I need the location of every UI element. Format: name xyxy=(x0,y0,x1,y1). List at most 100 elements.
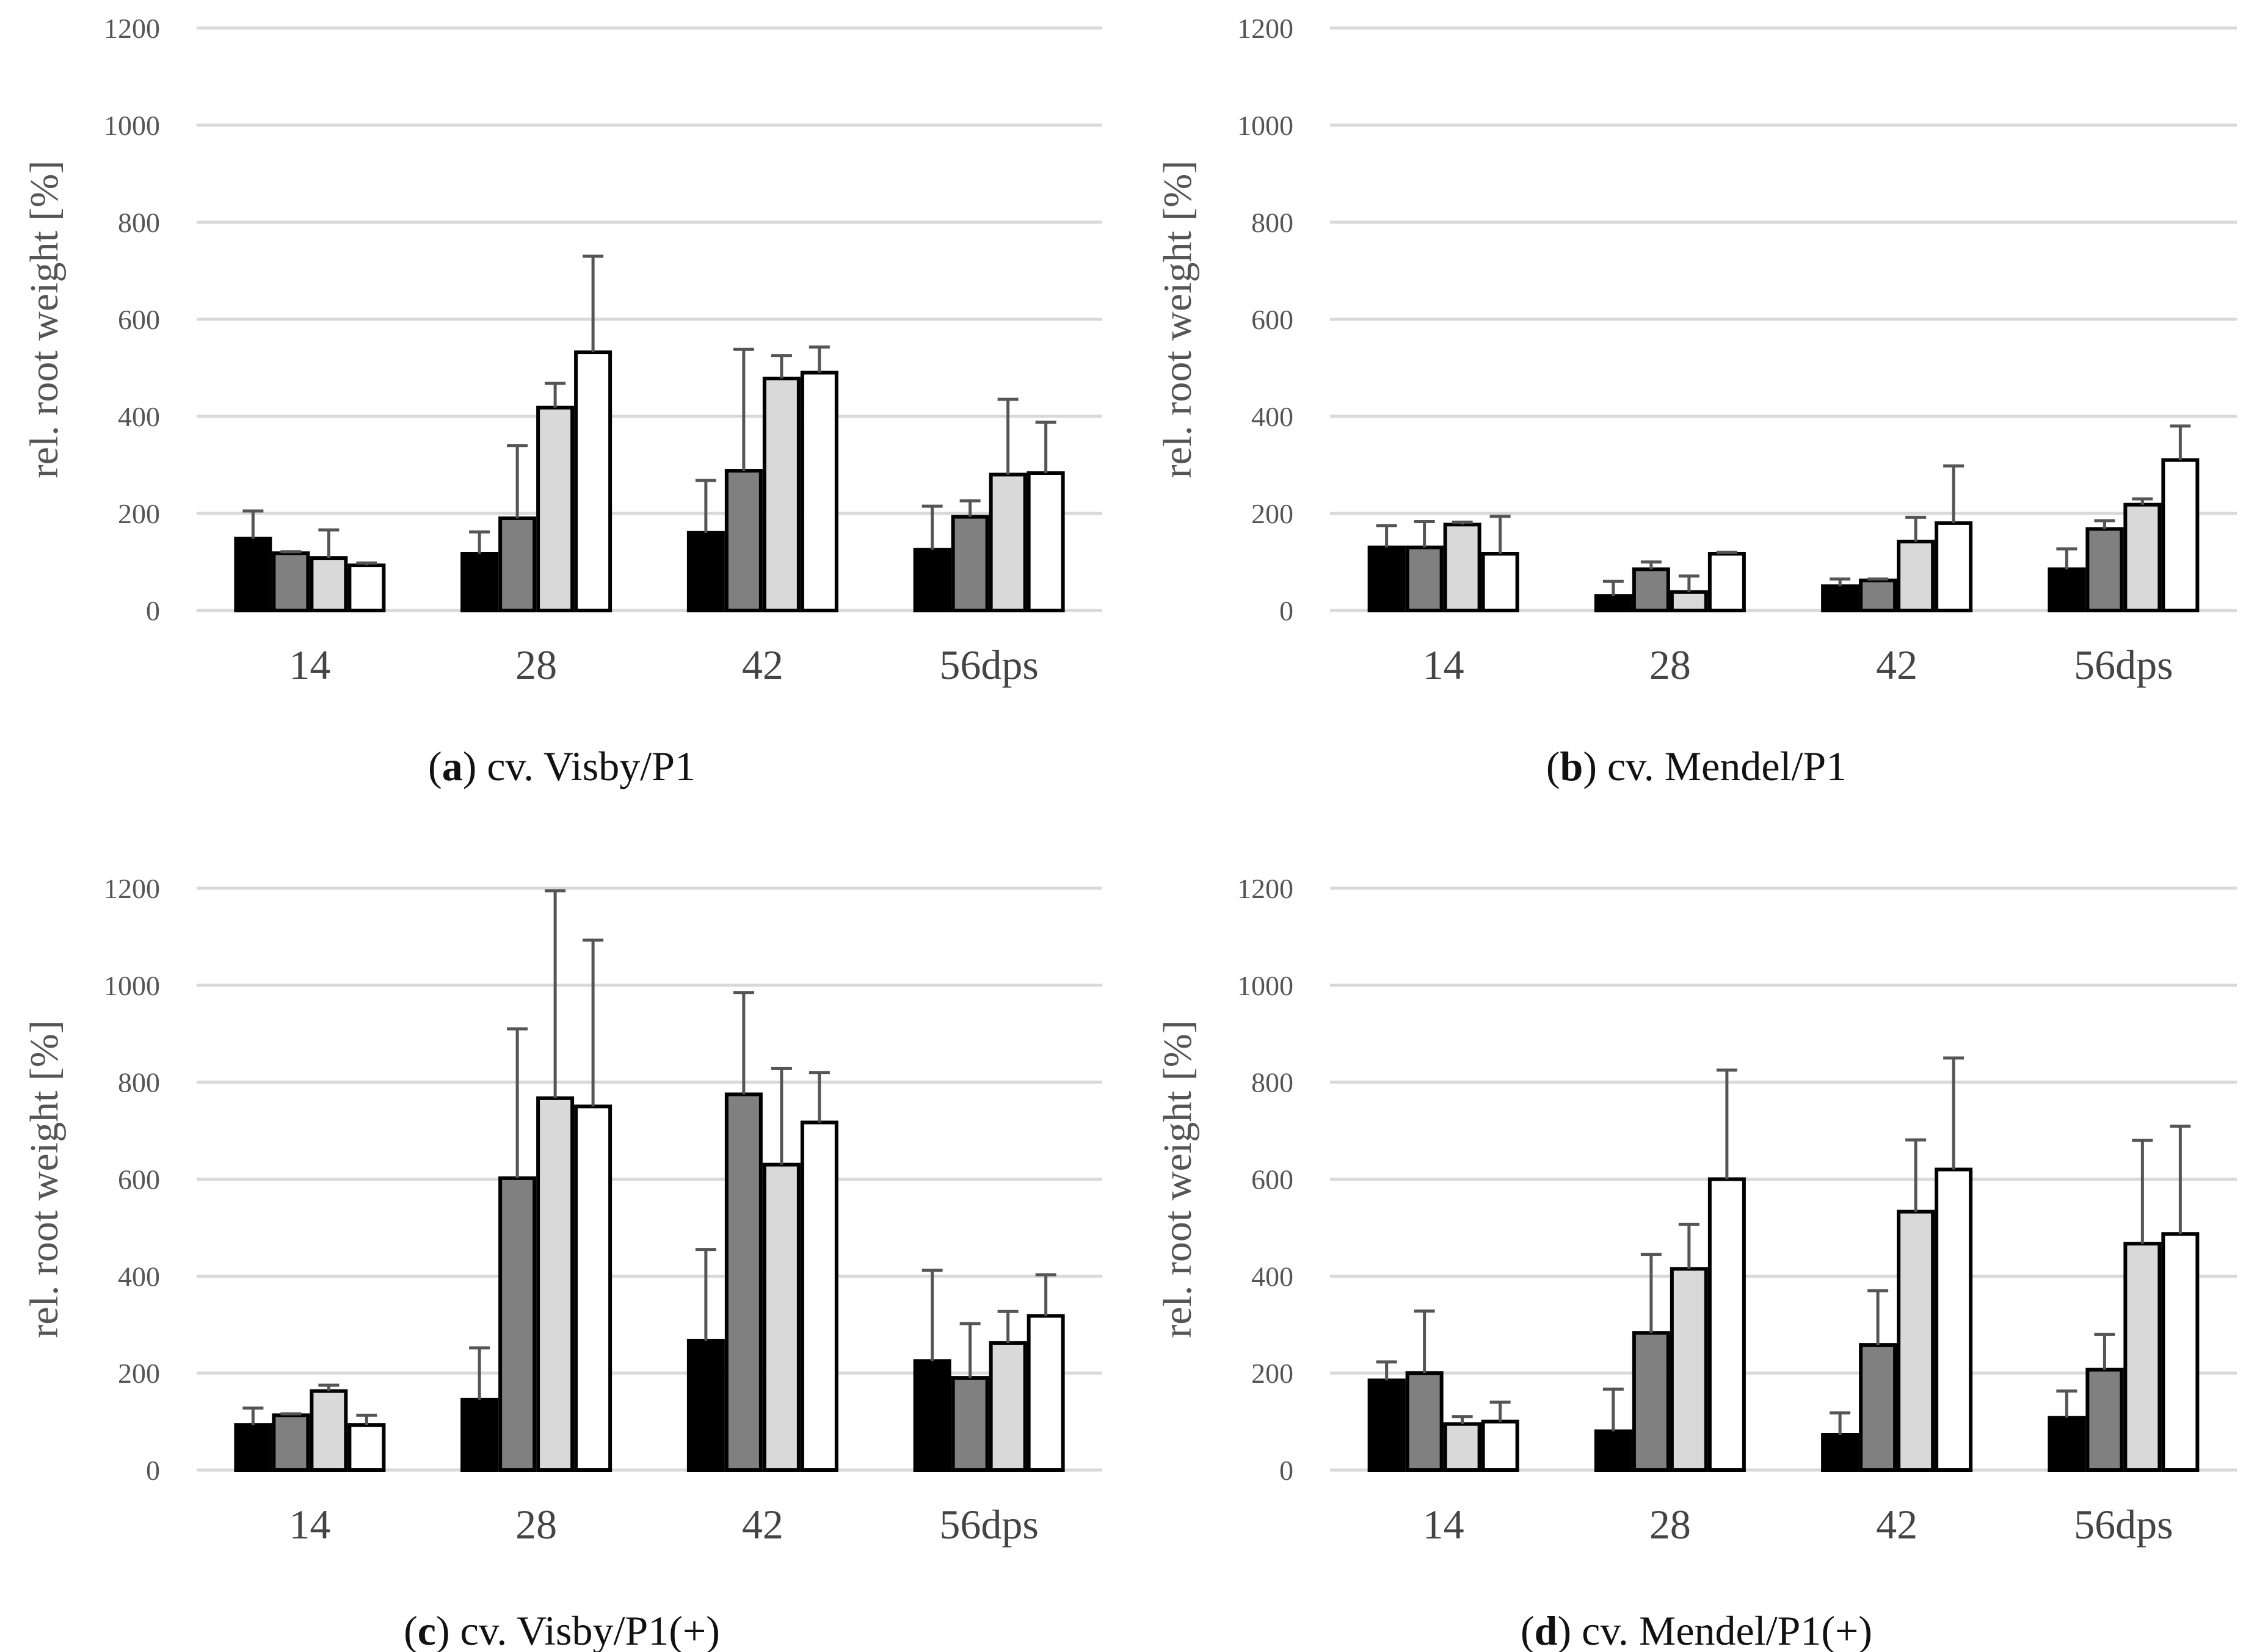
y-tick-label: 1000 xyxy=(104,110,160,141)
bar-a-cat2-s3 xyxy=(536,405,575,612)
bar-b-cat2-s3 xyxy=(1670,590,1708,612)
bar-a-cat3-s1 xyxy=(686,531,725,612)
bar-b-cat3-s2 xyxy=(1859,578,1897,613)
x-tick-label: 28 xyxy=(515,642,557,688)
y-tick-label: 600 xyxy=(1251,304,1293,335)
bar-b-cat4-s2 xyxy=(2085,527,2124,612)
chart-panel-b: 0 200 400 600 800 1000 1200 rel. root weight [%… xyxy=(1155,13,2237,789)
y-tick-label: 1000 xyxy=(1237,970,1293,1001)
x-tick-label: 56dps xyxy=(2074,642,2173,688)
bar-a-cat3-s2 xyxy=(724,469,763,612)
x-tick-label: 28 xyxy=(1649,642,1691,688)
bar-d-cat1-s2 xyxy=(1405,1371,1444,1473)
bar-b-cat3-s1 xyxy=(1821,584,1859,612)
bar-a-cat2-s4 xyxy=(574,350,612,612)
x-tick-label: 42 xyxy=(742,1501,783,1548)
y-tick-label: 1000 xyxy=(104,970,160,1001)
bar-b-cat2-s2 xyxy=(1632,567,1670,612)
bar-b-cat3-s4 xyxy=(1935,521,1973,613)
bar-b-cat2-s4 xyxy=(1707,551,1746,612)
x-tick-label: 28 xyxy=(1649,1501,1691,1548)
bar-c-cat4-s2 xyxy=(951,1376,989,1473)
y-tick-label: 800 xyxy=(1251,207,1293,238)
x-tick-label: 14 xyxy=(289,1501,330,1548)
chart-panel-c: 0 200 400 600 800 1000 1200 rel. root weight [%… xyxy=(22,873,1102,1652)
x-tick-label: 42 xyxy=(1876,1501,1917,1548)
y-tick-label: 1200 xyxy=(1237,873,1293,904)
bar-b-cat1-s2 xyxy=(1405,545,1444,613)
bar-d-cat4-s3 xyxy=(2123,1242,2162,1472)
y-tick-label: 600 xyxy=(118,304,160,335)
bar-d-cat3-s1 xyxy=(1821,1433,1859,1473)
bar-b-cat3-s3 xyxy=(1897,540,1935,612)
bar-a-cat4-s1 xyxy=(913,548,951,612)
bar-c-cat1-s4 xyxy=(347,1423,386,1473)
bar-a-cat1-s2 xyxy=(272,551,310,612)
y-tick-label: 400 xyxy=(1251,401,1293,432)
y-tick-label: 200 xyxy=(118,1358,160,1389)
y-tick-label: 0 xyxy=(1279,595,1293,626)
y-tick-label: 200 xyxy=(1251,1358,1293,1389)
bar-a-cat1-s1 xyxy=(234,537,272,613)
bar-a-cat3-s3 xyxy=(762,376,801,612)
x-tick-label: 28 xyxy=(515,1501,557,1548)
bar-d-cat1-s4 xyxy=(1481,1419,1519,1472)
y-axis-label: rel. root weight [%] xyxy=(22,161,67,479)
bar-c-cat3-s1 xyxy=(686,1338,725,1473)
bar-b-cat1-s1 xyxy=(1367,545,1406,613)
bar-b-cat1-s4 xyxy=(1481,551,1519,612)
bar-a-cat4-s4 xyxy=(1027,471,1065,613)
bar-b-cat1-s3 xyxy=(1443,523,1481,612)
bar-a-cat2-s2 xyxy=(498,516,537,613)
bar-d-cat3-s4 xyxy=(1935,1167,1973,1473)
bar-a-cat1-s3 xyxy=(310,556,348,613)
y-tick-label: 0 xyxy=(146,595,160,626)
y-tick-label: 1000 xyxy=(1237,110,1293,141)
bar-a-cat4-s2 xyxy=(951,515,989,612)
bar-b-cat4-s4 xyxy=(2161,458,2200,612)
y-axis-label: rel. root weight [%] xyxy=(1155,1020,1200,1338)
bar-b-cat4-s1 xyxy=(2048,567,2086,612)
bar-c-cat4-s1 xyxy=(913,1359,951,1472)
bar-c-cat3-s3 xyxy=(762,1162,801,1473)
panel-caption: (b) cv. Mendel/P1 xyxy=(1546,743,1847,789)
y-tick-label: 1200 xyxy=(1237,13,1293,44)
bar-c-cat4-s4 xyxy=(1027,1314,1065,1473)
y-tick-label: 0 xyxy=(146,1455,160,1486)
bar-d-cat4-s2 xyxy=(2085,1368,2124,1472)
bar-c-cat1-s3 xyxy=(310,1389,348,1472)
bar-c-cat4-s3 xyxy=(989,1341,1027,1472)
panel-caption: (d) cv. Mendel/P1(+) xyxy=(1521,1607,1872,1652)
y-tick-label: 400 xyxy=(118,1261,160,1292)
y-tick-label: 200 xyxy=(1251,498,1293,529)
panel-caption: (c) cv. Visby/P1(+) xyxy=(404,1607,720,1652)
bar-a-cat2-s1 xyxy=(460,551,499,612)
x-tick-label: 14 xyxy=(1423,642,1464,688)
bar-d-cat3-s2 xyxy=(1859,1343,1897,1472)
bar-d-cat2-s3 xyxy=(1670,1267,1708,1473)
bar-d-cat2-s4 xyxy=(1707,1177,1746,1472)
x-tick-label: 42 xyxy=(742,642,783,688)
y-tick-label: 800 xyxy=(1251,1067,1293,1098)
bar-c-cat2-s1 xyxy=(460,1397,499,1473)
y-tick-label: 400 xyxy=(1251,1261,1293,1292)
bar-c-cat1-s1 xyxy=(234,1423,272,1473)
x-tick-label: 14 xyxy=(289,642,330,688)
bar-a-cat4-s3 xyxy=(989,473,1027,613)
bar-d-cat1-s3 xyxy=(1443,1422,1481,1473)
bar-c-cat1-s2 xyxy=(272,1413,310,1473)
chart-panel-a: 0 200 400 600 800 1000 1200 rel. root weight [%… xyxy=(22,13,1102,789)
bar-c-cat3-s4 xyxy=(800,1120,838,1472)
bar-a-cat3-s4 xyxy=(800,371,838,612)
y-tick-label: 600 xyxy=(118,1164,160,1195)
bar-c-cat3-s2 xyxy=(724,1092,763,1473)
x-tick-label: 56dps xyxy=(2074,1501,2173,1548)
y-tick-label: 600 xyxy=(1251,1164,1293,1195)
bar-d-cat2-s2 xyxy=(1632,1331,1670,1472)
bar-d-cat1-s1 xyxy=(1367,1378,1406,1472)
bar-b-cat4-s3 xyxy=(2123,502,2162,612)
bar-a-cat1-s4 xyxy=(347,563,386,612)
y-tick-label: 200 xyxy=(118,498,160,529)
x-tick-label: 14 xyxy=(1423,1501,1464,1548)
